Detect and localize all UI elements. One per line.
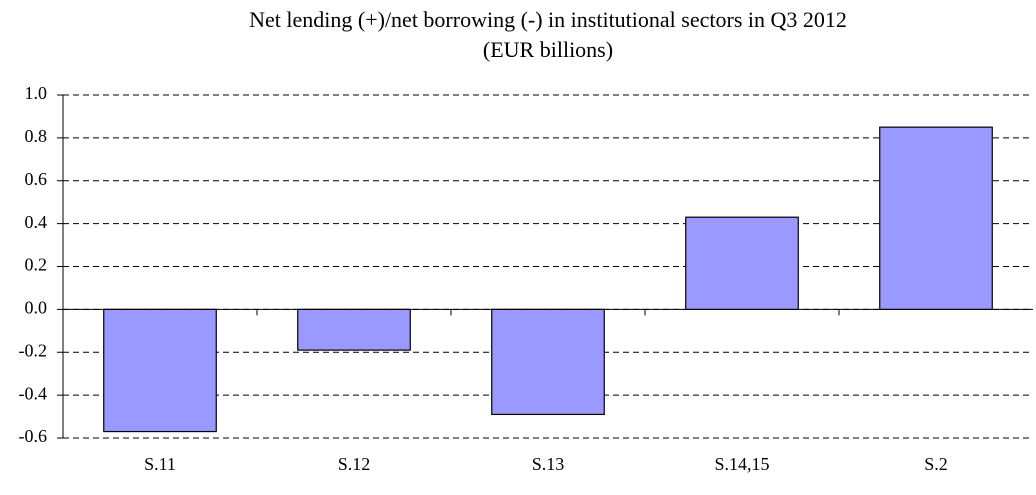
bar — [297, 308, 411, 351]
bar — [103, 308, 217, 433]
x-tick-label: S.14,15 — [714, 454, 769, 474]
y-tick-label: 0.0 — [25, 298, 48, 318]
chart-subtitle: (EUR billions) — [483, 37, 613, 62]
x-tick-label: S.12 — [338, 454, 371, 474]
x-tick-label: S.2 — [924, 454, 948, 474]
x-tick-label: S.11 — [144, 454, 176, 474]
x-tick-label: S.13 — [532, 454, 565, 474]
bar — [879, 126, 993, 310]
y-tick-label: 0.8 — [25, 126, 48, 146]
y-tick-label: -0.2 — [19, 340, 48, 360]
bar — [491, 308, 605, 416]
bar — [685, 216, 799, 310]
y-tick-label: 1.0 — [25, 83, 48, 103]
y-tick-label: 0.4 — [25, 212, 48, 232]
y-tick-label: 0.6 — [25, 169, 48, 189]
y-tick-label: -0.4 — [19, 383, 48, 403]
y-tick-label: -0.6 — [19, 426, 48, 446]
y-tick-label: 0.2 — [25, 255, 48, 275]
chart-title: Net lending (+)/net borrowing (-) in ins… — [249, 7, 847, 32]
